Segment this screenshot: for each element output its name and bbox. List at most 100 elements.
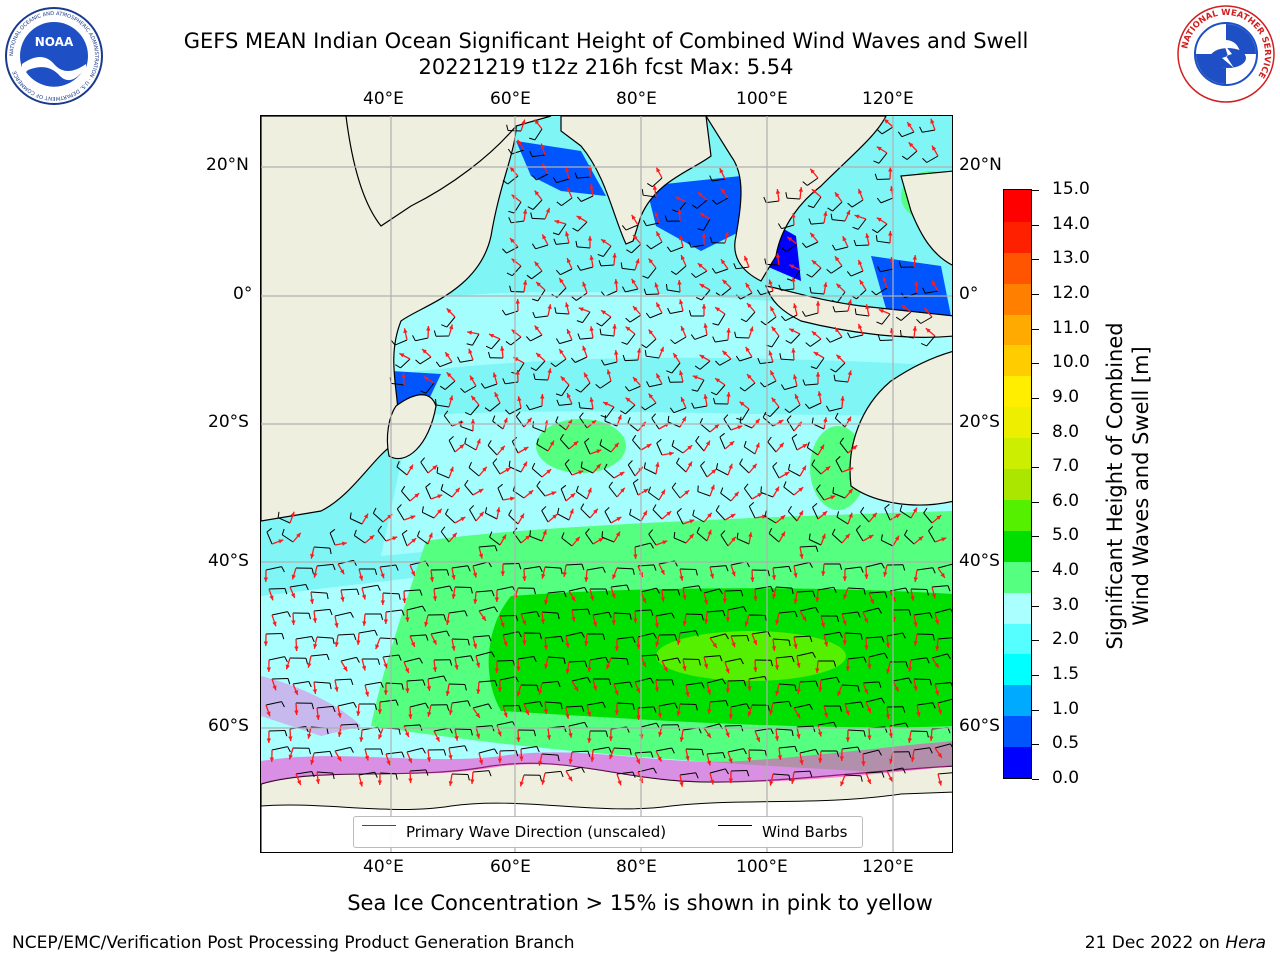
wave-direction-arrowhead — [769, 709, 774, 715]
wind-barb-flag — [572, 227, 579, 232]
sea-ice-fringe — [261, 676, 361, 736]
wave-direction-arrowhead — [701, 304, 707, 309]
wind-barb-flag — [563, 658, 566, 665]
colorbar-tick-label: 11.0 — [1052, 317, 1090, 338]
wave-direction-arrowhead — [847, 370, 852, 376]
colorbar-tick — [1032, 328, 1039, 330]
wave-direction-arrowhead — [722, 598, 728, 603]
wave-direction-arrowhead — [519, 781, 524, 787]
wind-barb — [624, 359, 639, 362]
wave-direction-arrowhead — [361, 594, 367, 600]
wind-barb — [694, 405, 708, 409]
colorbar-segment — [1004, 283, 1031, 315]
wind-barb-flag — [501, 309, 507, 316]
wave-direction-arrowhead — [612, 253, 617, 258]
wind-barb — [847, 587, 865, 590]
wind-barb-flag — [539, 566, 543, 573]
lat-label-left: 40°S — [208, 551, 249, 571]
wind-barb-flag — [802, 379, 806, 386]
wind-barb — [862, 681, 879, 684]
wave-direction-arrowhead — [864, 574, 869, 579]
wind-barb-flag — [464, 684, 467, 691]
wind-barb — [502, 631, 519, 636]
wind-barb — [334, 746, 351, 752]
wind-barb-flag — [743, 680, 747, 687]
wind-barb-flag — [804, 403, 810, 409]
wind-barb — [679, 630, 696, 634]
wind-barb-flag — [884, 652, 888, 659]
wind-barb-flag — [529, 137, 536, 141]
wind-barb-flag — [541, 506, 547, 511]
wind-barb-flag — [332, 638, 335, 645]
wind-barb-flag — [810, 366, 817, 370]
wind-barb — [671, 445, 684, 454]
wave-direction-arrowhead — [411, 538, 417, 543]
wind-barb — [313, 681, 330, 684]
wind-barb — [739, 463, 750, 474]
wind-barb-flag — [831, 299, 838, 303]
wind-barb-flag — [509, 285, 512, 292]
wave-direction-arrowhead — [517, 396, 522, 402]
wave-direction-arrowhead — [912, 507, 917, 513]
wave-low-arabian-sea — [516, 141, 606, 196]
lon-label-bottom: 120°E — [862, 857, 914, 877]
wave-direction-arrowhead — [811, 189, 817, 194]
wave-direction-arrowhead — [584, 577, 589, 582]
wave-direction-arrowhead — [547, 304, 552, 310]
wind-barb-flag — [871, 290, 877, 296]
wave-direction-arrowhead — [848, 512, 853, 518]
wind-barb-flag — [277, 511, 280, 518]
wind-barb — [499, 749, 517, 752]
wave-direction-arrowhead — [728, 463, 733, 469]
wave-direction-arrowhead — [429, 577, 435, 582]
wind-barb — [736, 266, 750, 270]
wave-direction-arrowhead — [614, 442, 619, 448]
wind-barb — [337, 701, 354, 707]
wave-direction-arrowhead — [737, 425, 743, 430]
wind-barb-flag — [419, 589, 423, 596]
wind-barb-flag — [380, 613, 384, 620]
wind-barb — [445, 513, 456, 524]
noaa-logo-text: NOAA — [35, 35, 74, 49]
wave-direction-arrowhead — [560, 376, 566, 382]
wind-barb-flag — [830, 213, 833, 220]
wind-barb — [877, 240, 891, 244]
wind-barb — [580, 266, 594, 271]
wave-direction-arrowhead — [679, 575, 684, 581]
wind-barb-flag — [648, 486, 652, 493]
wave-direction-arrowhead — [771, 326, 777, 332]
wind-barb — [772, 773, 789, 776]
wave-direction-arrowhead — [432, 596, 438, 601]
wave-direction-arrowhead — [720, 259, 726, 265]
wind-barb-flag — [902, 706, 906, 713]
wind-barb — [656, 442, 663, 456]
wind-barb — [531, 217, 546, 220]
colorbar-tick — [1032, 675, 1039, 677]
colorbar-segment — [1004, 622, 1031, 655]
wind-barb — [510, 336, 522, 346]
land-africa — [261, 116, 517, 522]
wind-barb — [446, 316, 456, 328]
colorbar-tick-label: 0.0 — [1052, 768, 1080, 788]
wave-direction-arrowhead — [682, 621, 687, 626]
wave-direction-arrowhead — [266, 667, 272, 672]
wind-barb — [913, 678, 931, 681]
wind-barb-flag — [857, 611, 861, 618]
wind-barb-flag — [467, 565, 471, 572]
wind-barb — [878, 152, 888, 164]
wind-barb — [396, 466, 408, 476]
graticule — [261, 116, 952, 852]
wind-barb-flag — [560, 703, 563, 710]
wind-barb-flag — [711, 268, 717, 274]
wind-barb-flag — [786, 278, 793, 282]
wave-direction-arrowhead — [867, 664, 872, 669]
wind-barb-flag — [647, 183, 653, 188]
wave-direction-arrowhead — [423, 376, 429, 381]
wind-barb-flag — [836, 615, 840, 622]
wave-direction-arrowhead — [540, 143, 545, 149]
wave-core-5to6m — [656, 631, 846, 681]
wind-barb-flag — [794, 746, 798, 753]
wind-barb — [856, 313, 870, 317]
wind-barb — [715, 510, 726, 521]
wind-barb — [535, 315, 549, 319]
